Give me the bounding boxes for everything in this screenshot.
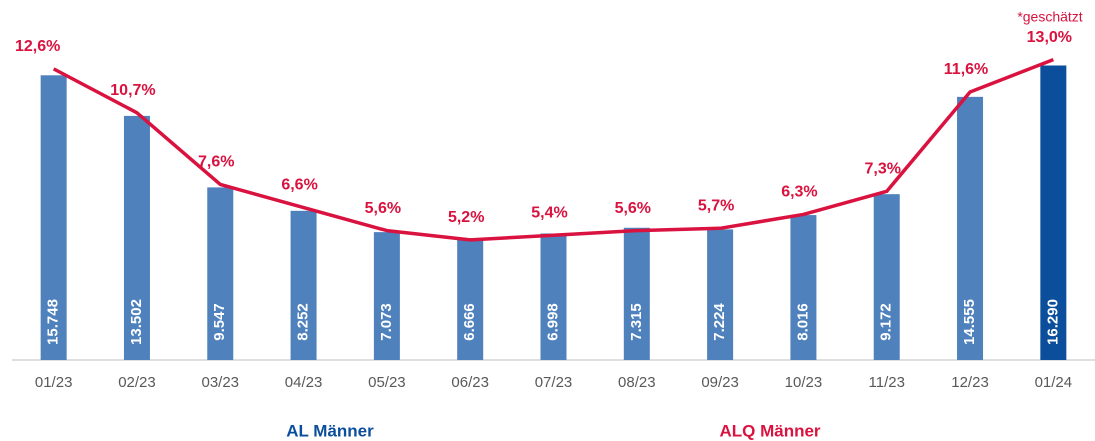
- bar-value-label: 7.315: [628, 303, 645, 341]
- line: [52, 58, 1054, 242]
- x-tick-label: 12/23: [951, 374, 989, 391]
- bar: [623, 227, 650, 360]
- legend-label: AL Männer: [286, 421, 374, 440]
- bar: [457, 239, 484, 360]
- line-value-label: 11,6%: [944, 61, 988, 78]
- x-tick-label: 08/23: [618, 374, 656, 391]
- bar: [123, 115, 150, 360]
- bar-value-label: 15.748: [45, 299, 62, 345]
- bar: [957, 96, 984, 360]
- bar-value-label: 7.224: [711, 303, 728, 341]
- bar-value-label: 14.555: [961, 299, 978, 345]
- line-value-label: 6,3%: [781, 184, 817, 201]
- bar: [207, 187, 234, 360]
- line-value-label: 5,4%: [531, 204, 567, 221]
- line-value-label: 5,6%: [615, 200, 651, 217]
- legend-label: ALQ Männer: [719, 421, 820, 440]
- bar: [790, 215, 817, 360]
- line-value-label: 7,6%: [198, 154, 234, 171]
- x-tick-label: 01/23: [35, 374, 73, 391]
- bar-value-label: 16.290: [1044, 299, 1061, 345]
- bar: [707, 229, 734, 360]
- x-tick-label: 05/23: [368, 374, 406, 391]
- line-value-label: 12,6%: [15, 38, 60, 55]
- bar: [290, 210, 317, 360]
- bar-value-label: 8.016: [794, 303, 811, 341]
- bar: [40, 75, 67, 360]
- x-tick-label: 04/23: [285, 374, 323, 391]
- x-tick-label: 01/24: [1035, 374, 1073, 391]
- bar-value-label: 6.666: [461, 303, 478, 341]
- bar-value-label: 13.502: [128, 299, 145, 345]
- line-value-label: 10,7%: [110, 82, 155, 99]
- line-value-label: 13,0%: [1027, 29, 1072, 46]
- bar: [373, 232, 400, 360]
- x-tick-label: 11/23: [869, 374, 905, 391]
- x-tick-label: 10/23: [785, 374, 823, 391]
- line-value-label: 7,3%: [864, 161, 900, 178]
- bar-value-label: 9.172: [878, 303, 895, 341]
- bar: [1040, 65, 1067, 361]
- bar-value-label: 8.252: [295, 303, 312, 341]
- x-tick-label: 02/23: [118, 374, 156, 391]
- bar-value-label: 6.998: [544, 303, 561, 341]
- bar-value-label: 9.547: [211, 303, 228, 341]
- bar: [540, 233, 567, 360]
- line-value-label: 5,7%: [698, 198, 734, 215]
- annotation: *geschätzt: [1017, 9, 1082, 25]
- x-tick-label: 06/23: [451, 374, 489, 391]
- x-tick-label: 03/23: [201, 374, 239, 391]
- line-value-label: 5,2%: [448, 209, 484, 226]
- x-tick-label: 09/23: [701, 374, 739, 391]
- line-value-label: 5,6%: [365, 200, 401, 217]
- bar-value-label: 7.073: [378, 303, 395, 341]
- bar: [873, 194, 900, 360]
- line-value-label: 6,6%: [281, 177, 317, 194]
- x-tick-label: 07/23: [535, 374, 573, 391]
